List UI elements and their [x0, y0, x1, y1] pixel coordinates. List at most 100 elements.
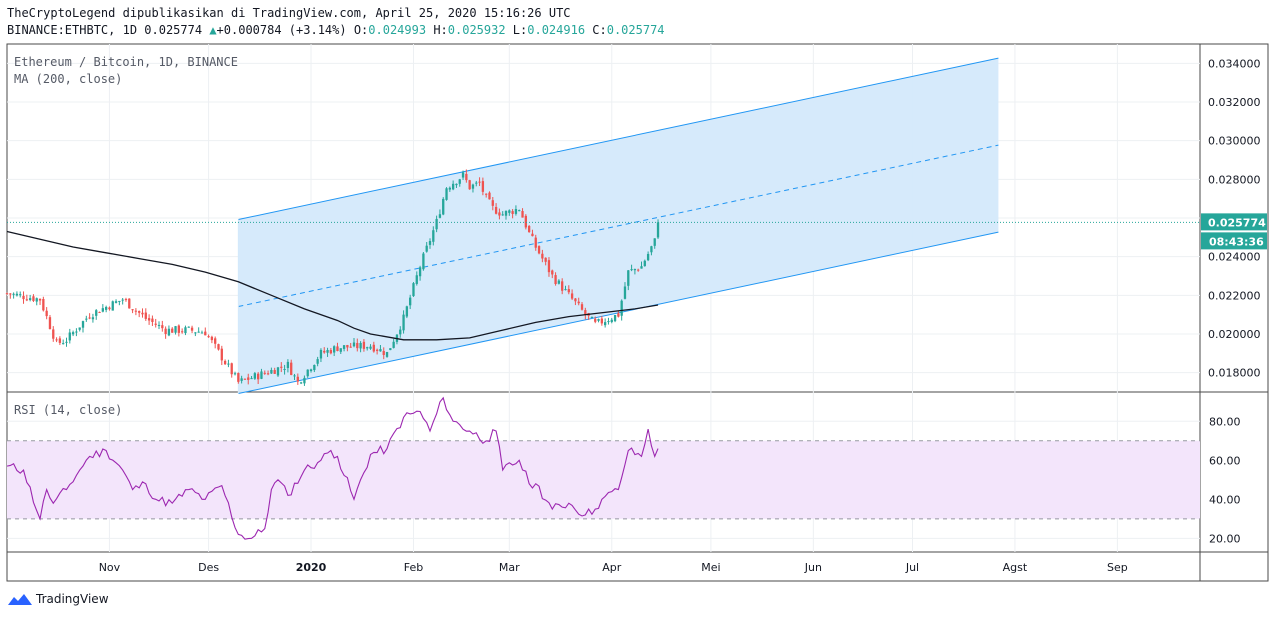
- candle-body: [428, 240, 432, 245]
- candle-body: [603, 322, 607, 326]
- candle-body: [600, 318, 604, 324]
- candle-body: [303, 377, 306, 384]
- candle-body: [481, 181, 485, 192]
- candle-body: [101, 308, 104, 312]
- symbol-ohlc-line: BINANCE:ETHBTC, 1D 0.025774 ▲+0.000784 (…: [7, 23, 665, 37]
- candle-body: [88, 317, 91, 319]
- low-value: 0.024916: [527, 23, 586, 37]
- candle-body: [514, 209, 518, 214]
- candle-body: [653, 238, 656, 246]
- candle-body: [461, 172, 465, 178]
- candle-body: [85, 318, 88, 320]
- tradingview-logo-icon: [8, 594, 32, 605]
- candle-body: [12, 293, 15, 295]
- price-tick-label: 0.030000: [1208, 135, 1261, 148]
- candle-body: [299, 382, 303, 384]
- candle-body: [521, 211, 524, 218]
- candle-body: [478, 181, 481, 183]
- candle-body: [237, 373, 240, 382]
- candle-body: [494, 206, 498, 214]
- candle-body: [177, 325, 181, 333]
- candle-body: [194, 332, 197, 334]
- time-tick-label: Nov: [99, 561, 121, 574]
- candle-body: [167, 328, 171, 336]
- candle-body: [650, 246, 653, 253]
- candle-body: [567, 289, 570, 293]
- candle-body: [613, 315, 617, 322]
- candle-body: [580, 304, 584, 310]
- time-tick-label: Sep: [1107, 561, 1128, 574]
- candle-body: [247, 377, 250, 380]
- candle-body: [15, 293, 19, 296]
- candle-body: [98, 311, 101, 313]
- candle-body: [108, 307, 111, 310]
- candle-body: [55, 339, 58, 341]
- candle-body: [223, 360, 227, 365]
- candle-body: [316, 359, 319, 364]
- candle-body: [508, 210, 511, 213]
- candle-body: [233, 373, 237, 375]
- candle-body: [597, 319, 600, 321]
- candle-body: [445, 188, 448, 200]
- candle-body: [243, 378, 247, 380]
- candle-body: [455, 183, 458, 186]
- candle-body: [561, 281, 564, 291]
- candle-body: [485, 193, 488, 195]
- candle-body: [197, 331, 200, 333]
- price-tick-label: 0.020000: [1208, 328, 1261, 341]
- candle-body: [326, 350, 329, 353]
- time-tick-label: Mei: [701, 561, 720, 574]
- candle-body: [372, 344, 375, 352]
- candle-body: [286, 361, 290, 369]
- candle-body: [336, 346, 339, 351]
- candle-body: [617, 313, 620, 317]
- candle-body: [339, 348, 342, 352]
- candle-body: [174, 326, 177, 333]
- candle-body: [366, 347, 369, 349]
- candle-body: [551, 270, 554, 275]
- candle-body: [184, 327, 187, 334]
- candle-body: [422, 253, 425, 270]
- candle-body: [488, 192, 491, 200]
- candle-body: [68, 332, 71, 341]
- candle-body: [590, 316, 594, 318]
- candle-body: [346, 344, 349, 348]
- candle-body: [471, 184, 475, 189]
- channel-upper-line: [238, 57, 999, 221]
- candle-body: [577, 301, 580, 304]
- candle-body: [333, 346, 336, 353]
- candle-body: [475, 182, 478, 184]
- channel-middle-line: [238, 144, 999, 308]
- candle-body: [375, 349, 379, 351]
- candle-body: [362, 341, 366, 349]
- candle-body: [128, 298, 131, 309]
- candle-body: [465, 173, 468, 181]
- open-value: 0.024993: [368, 23, 427, 37]
- time-tick-label: Jun: [804, 561, 822, 574]
- candle-body: [425, 245, 428, 252]
- candle-body: [131, 309, 134, 311]
- time-tick-label: Agst: [1003, 561, 1028, 574]
- price-tick-label: 0.034000: [1208, 57, 1261, 70]
- candle-body: [180, 331, 184, 333]
- candle-body: [200, 332, 204, 334]
- candle-body: [22, 295, 25, 300]
- candle-body: [620, 300, 623, 316]
- candle-body: [144, 312, 147, 319]
- candle-body: [534, 237, 537, 248]
- candle-body: [323, 350, 326, 353]
- candle-body: [501, 214, 504, 216]
- price-tick-label: 0.024000: [1208, 251, 1261, 264]
- candle-body: [19, 294, 22, 296]
- candle-body: [524, 215, 527, 228]
- candle-body: [531, 233, 534, 237]
- candle-body: [554, 275, 557, 285]
- candle-body: [283, 368, 286, 370]
- candle-body: [5, 293, 9, 295]
- candle-body: [385, 351, 389, 357]
- rsi-line: [6, 396, 659, 540]
- candle-body: [62, 343, 65, 345]
- candle-body: [498, 212, 501, 216]
- candle-body: [71, 332, 75, 335]
